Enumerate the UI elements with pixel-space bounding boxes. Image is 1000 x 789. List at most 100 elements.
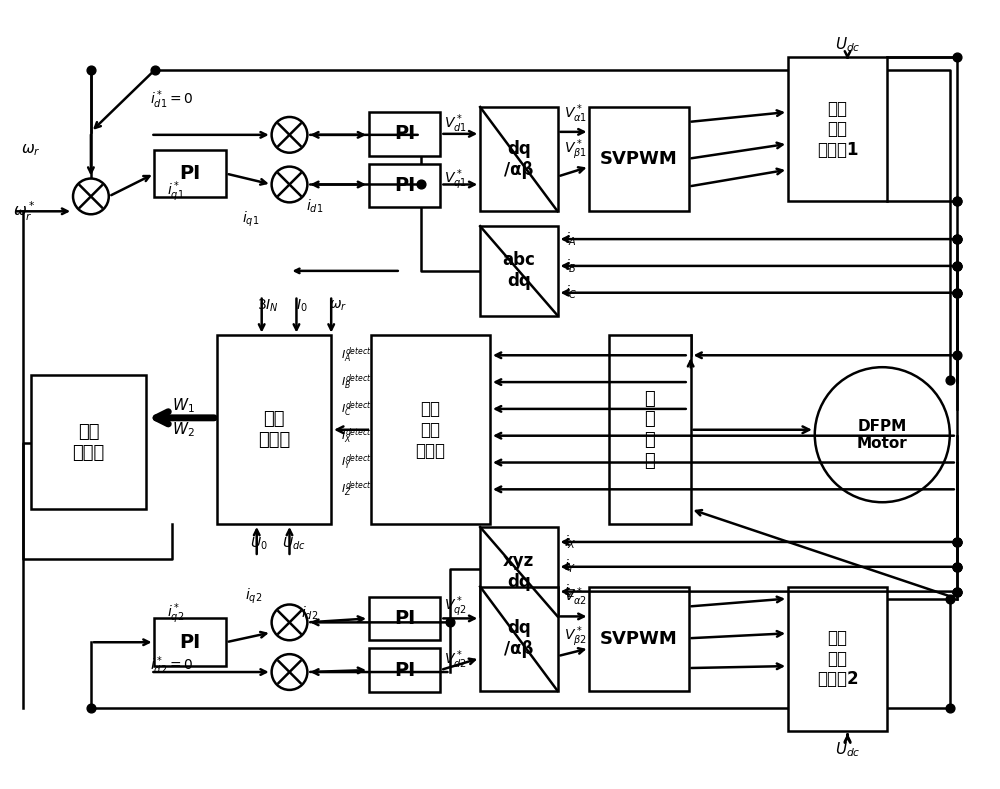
Point — [949, 195, 965, 208]
Text: $I_0$: $I_0$ — [296, 297, 308, 314]
Text: 三相
全桥
驱动器1: 三相 全桥 驱动器1 — [817, 99, 858, 159]
Bar — [480, 587, 558, 691]
Text: SVPWM: SVPWM — [600, 630, 678, 648]
Text: $I_X^{detect}$: $I_X^{detect}$ — [341, 426, 372, 446]
Text: $W_2$: $W_2$ — [172, 421, 195, 439]
Point — [442, 616, 458, 629]
Bar — [369, 649, 440, 692]
Point — [83, 64, 99, 77]
Point — [949, 560, 965, 573]
Text: dq
/αβ: dq /αβ — [504, 140, 534, 178]
Point — [949, 233, 965, 245]
Text: $\omega_r$: $\omega_r$ — [329, 298, 347, 312]
Text: $U_0$: $U_0$ — [250, 536, 267, 552]
Point — [949, 585, 965, 598]
Point — [83, 701, 99, 714]
Text: $i_{q2}^*$: $i_{q2}^*$ — [167, 601, 185, 626]
Text: $i_X$: $i_X$ — [564, 533, 576, 551]
Text: $i_{d1}^*=0$: $i_{d1}^*=0$ — [150, 89, 194, 111]
Text: abc
dq: abc dq — [502, 252, 535, 290]
Text: 第
四
桥
臂: 第 四 桥 臂 — [645, 390, 655, 470]
Text: $V_{d2}^*$: $V_{d2}^*$ — [444, 649, 467, 671]
Text: $I_B^{detect}$: $I_B^{detect}$ — [341, 372, 372, 392]
Point — [949, 233, 965, 245]
Bar — [480, 226, 558, 316]
Circle shape — [73, 178, 109, 215]
Text: $i_{q2}$: $i_{q2}$ — [245, 587, 262, 606]
Text: $V_{q1}^*$: $V_{q1}^*$ — [444, 167, 467, 192]
Text: 故障
处理器: 故障 处理器 — [72, 423, 105, 462]
Bar — [369, 163, 440, 208]
Text: PI: PI — [394, 125, 415, 144]
Text: $I_A^{detect}$: $I_A^{detect}$ — [341, 346, 372, 365]
Text: PI: PI — [180, 164, 201, 183]
Text: $\omega_r$: $\omega_r$ — [21, 142, 41, 158]
Bar — [788, 58, 887, 201]
Text: $I_Y^{detect}$: $I_Y^{detect}$ — [341, 453, 372, 473]
Bar — [480, 527, 558, 616]
Text: $W_1$: $W_1$ — [172, 397, 195, 415]
Point — [949, 260, 965, 272]
Point — [949, 560, 965, 573]
Text: DFPM
Motor: DFPM Motor — [857, 418, 908, 451]
Text: PI: PI — [394, 660, 415, 679]
Text: $i_B$: $i_B$ — [565, 257, 576, 275]
Text: 三相
全桥
驱动器2: 三相 全桥 驱动器2 — [817, 629, 858, 689]
Text: $i_{d1}$: $i_{d1}$ — [306, 197, 324, 215]
Text: $i_{d2}$: $i_{d2}$ — [301, 604, 319, 623]
Text: $U_{dc}$: $U_{dc}$ — [835, 740, 860, 759]
Bar — [788, 587, 887, 731]
Text: $i_{q1}$: $i_{q1}$ — [242, 210, 259, 229]
Point — [147, 64, 163, 77]
Text: $V_{d1}^*$: $V_{d1}^*$ — [444, 113, 467, 135]
Text: $i_{q1}^*$: $i_{q1}^*$ — [167, 179, 185, 204]
Bar — [371, 335, 490, 524]
Bar — [369, 112, 440, 155]
Text: $3I_N$: $3I_N$ — [257, 297, 279, 314]
Point — [949, 560, 965, 573]
Circle shape — [272, 654, 307, 690]
Circle shape — [272, 166, 307, 202]
Text: SVPWM: SVPWM — [600, 150, 678, 168]
Circle shape — [272, 604, 307, 640]
Point — [949, 536, 965, 548]
Circle shape — [815, 367, 950, 503]
Text: $i_{d2}^*=0$: $i_{d2}^*=0$ — [150, 655, 194, 678]
Point — [949, 286, 965, 299]
Text: $I_Z^{detect}$: $I_Z^{detect}$ — [341, 480, 372, 499]
Point — [949, 536, 965, 548]
Bar — [589, 587, 689, 691]
Bar — [609, 335, 691, 524]
Text: $\omega_r^*$: $\omega_r^*$ — [13, 200, 36, 223]
Text: $i_Z$: $i_Z$ — [564, 583, 576, 600]
Point — [413, 178, 429, 191]
Text: 各相
电流
诊断器: 各相 电流 诊断器 — [415, 400, 445, 459]
Bar — [31, 375, 146, 509]
Bar — [589, 107, 689, 211]
Point — [942, 374, 958, 387]
Bar — [480, 107, 558, 211]
Text: $V_{\beta1}^*$: $V_{\beta1}^*$ — [564, 137, 586, 162]
Point — [949, 536, 965, 548]
Text: $i_Y$: $i_Y$ — [564, 558, 576, 575]
Text: $i_C$: $i_C$ — [565, 284, 577, 301]
Point — [949, 286, 965, 299]
Point — [949, 585, 965, 598]
Text: $I_C^{detect}$: $I_C^{detect}$ — [341, 399, 372, 419]
Point — [949, 233, 965, 245]
Text: 故障
诊断器: 故障 诊断器 — [258, 410, 290, 449]
Bar — [154, 619, 226, 666]
Text: PI: PI — [394, 609, 415, 628]
Text: $V_{\beta2}^*$: $V_{\beta2}^*$ — [564, 624, 586, 649]
Point — [949, 195, 965, 208]
Bar — [369, 596, 440, 640]
Text: $i_A$: $i_A$ — [565, 230, 576, 248]
Text: PI: PI — [394, 176, 415, 195]
Point — [949, 286, 965, 299]
Bar — [154, 150, 226, 197]
Text: dq
/αβ: dq /αβ — [504, 619, 534, 658]
Text: $U_{dc}$: $U_{dc}$ — [835, 36, 860, 54]
Text: xyz
dq: xyz dq — [503, 552, 534, 591]
Text: PI: PI — [180, 633, 201, 652]
Text: $V_{\alpha2}^*$: $V_{\alpha2}^*$ — [564, 585, 587, 608]
